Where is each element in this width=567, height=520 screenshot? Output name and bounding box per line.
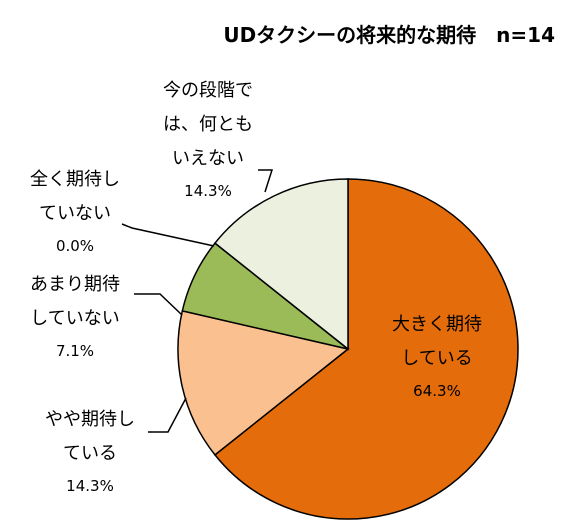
value-label: 7.1%: [56, 342, 94, 360]
pie-slice: [213, 178, 519, 520]
value-label: 14.3%: [184, 182, 232, 200]
slice-label: やや期待している 14.3%: [45, 409, 135, 495]
leader-line: [134, 293, 183, 316]
value-label: 64.3%: [413, 382, 461, 400]
category-label: 全く期待していない: [30, 169, 120, 224]
chart-title: UDタクシーの将来的な期待 n=14: [223, 23, 555, 47]
pie-slice: [213, 178, 349, 351]
leader-line: [121, 223, 215, 247]
leader-line: [258, 169, 274, 193]
leaders: [121, 169, 274, 433]
slice-label: 今の段階では、何ともいえない 14.3%: [163, 80, 253, 200]
value-label: 0.0%: [56, 237, 94, 255]
category-label: やや期待している: [45, 409, 135, 464]
category-label: 今の段階では、何ともいえない: [163, 80, 253, 169]
slice-label: あまり期待していない 7.1%: [30, 274, 120, 360]
category-label: あまり期待していない: [30, 274, 120, 329]
pie-slice: [177, 309, 350, 456]
category-label: 大きく期待している: [392, 314, 482, 369]
value-label: 14.3%: [66, 477, 114, 495]
slice-label: 全く期待していない 0.0%: [30, 169, 120, 255]
leader-line: [148, 397, 187, 433]
slice-label: 大きく期待している 64.3%: [392, 314, 482, 400]
